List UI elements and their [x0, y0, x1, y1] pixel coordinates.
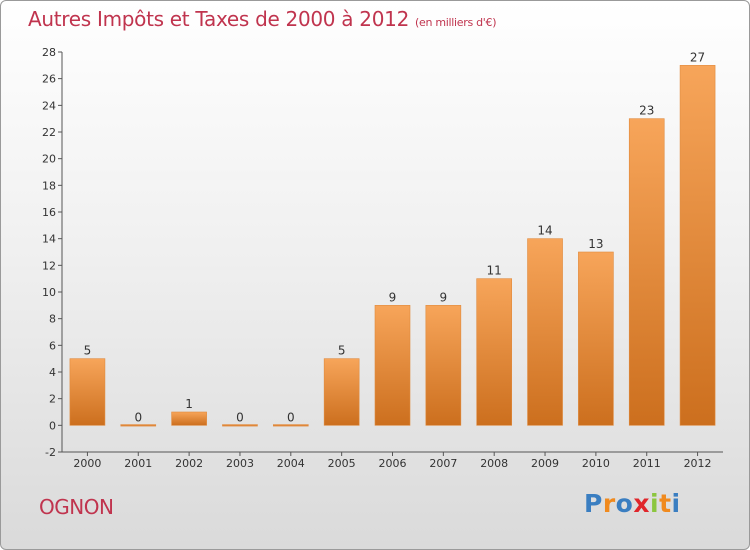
- chart-subtitle: (en milliers d'€): [415, 16, 497, 29]
- y-tick-label: 0: [49, 419, 56, 432]
- logo-letter: x: [633, 489, 650, 518]
- data-label: 0: [287, 410, 295, 424]
- data-label: 9: [440, 290, 448, 304]
- bar-2011: [628, 118, 665, 426]
- y-tick-label: 14: [42, 233, 56, 246]
- y-tick-label: 22: [42, 126, 56, 139]
- x-tick-label: 2005: [328, 457, 356, 470]
- y-tick-label: 18: [42, 179, 56, 192]
- x-tick-label: 2012: [684, 457, 712, 470]
- x-tick-label: 2006: [379, 457, 407, 470]
- data-label: 11: [487, 264, 502, 278]
- data-label: 14: [537, 224, 552, 238]
- x-tick-label: 2003: [226, 457, 254, 470]
- y-tick-label: 28: [42, 46, 56, 59]
- data-label: 1: [185, 397, 193, 411]
- y-tick-label: 24: [42, 99, 56, 112]
- logo-letter: r: [602, 489, 616, 518]
- proxiti-logo: Proxiti: [584, 489, 681, 518]
- y-tick-label: 8: [49, 313, 56, 326]
- x-tick-label: 2010: [582, 457, 610, 470]
- bar-2008: [476, 278, 512, 426]
- bar-2007: [425, 305, 462, 426]
- data-label: 0: [134, 410, 142, 424]
- y-tick-label: 12: [42, 259, 56, 272]
- chart-title: Autres Impôts et Taxes de 2000 à 2012 (en…: [28, 7, 496, 31]
- x-tick-label: 2007: [429, 457, 457, 470]
- y-tick-label: 4: [49, 366, 56, 379]
- x-tick-label: 2002: [175, 457, 203, 470]
- bar-2004: [273, 424, 309, 427]
- x-tick-label: 2001: [124, 457, 152, 470]
- bar-2001: [120, 424, 157, 427]
- data-label: 13: [588, 237, 603, 251]
- bar-2000: [69, 358, 106, 426]
- y-tick-label: 16: [42, 206, 56, 219]
- y-tick-label: 20: [42, 153, 56, 166]
- location-name: OGNON: [39, 495, 114, 519]
- data-label: 9: [389, 290, 397, 304]
- logo-letter: t: [659, 489, 672, 518]
- data-label: 5: [338, 344, 346, 358]
- x-tick-label: 2008: [480, 457, 508, 470]
- logo-letter: o: [615, 489, 634, 518]
- x-tick-label: 2004: [277, 457, 305, 470]
- bar-2002: [171, 411, 207, 426]
- y-tick-label: 10: [42, 286, 56, 299]
- logo-letter: P: [584, 489, 603, 518]
- x-tick-label: 2000: [73, 457, 101, 470]
- data-label: 27: [690, 50, 705, 64]
- data-label: 23: [639, 104, 654, 118]
- data-label: 0: [236, 410, 244, 424]
- bar-2005: [323, 358, 360, 426]
- bar-2012: [679, 65, 716, 426]
- bar-2009: [527, 238, 563, 426]
- y-tick-label: 6: [49, 339, 56, 352]
- y-tick-label: -2: [45, 446, 56, 459]
- y-tick-label: 2: [49, 393, 56, 406]
- chart-title-text: Autres Impôts et Taxes de 2000 à 2012: [28, 7, 409, 31]
- logo-letter: i: [650, 489, 660, 518]
- y-tick-label: 26: [42, 73, 56, 86]
- bar-2010: [578, 251, 614, 426]
- bar-2003: [222, 424, 258, 427]
- x-tick-label: 2009: [531, 457, 559, 470]
- data-label: 5: [84, 344, 92, 358]
- bar-2006: [374, 305, 411, 426]
- logo-letter: i: [671, 489, 681, 518]
- x-tick-label: 2011: [633, 457, 661, 470]
